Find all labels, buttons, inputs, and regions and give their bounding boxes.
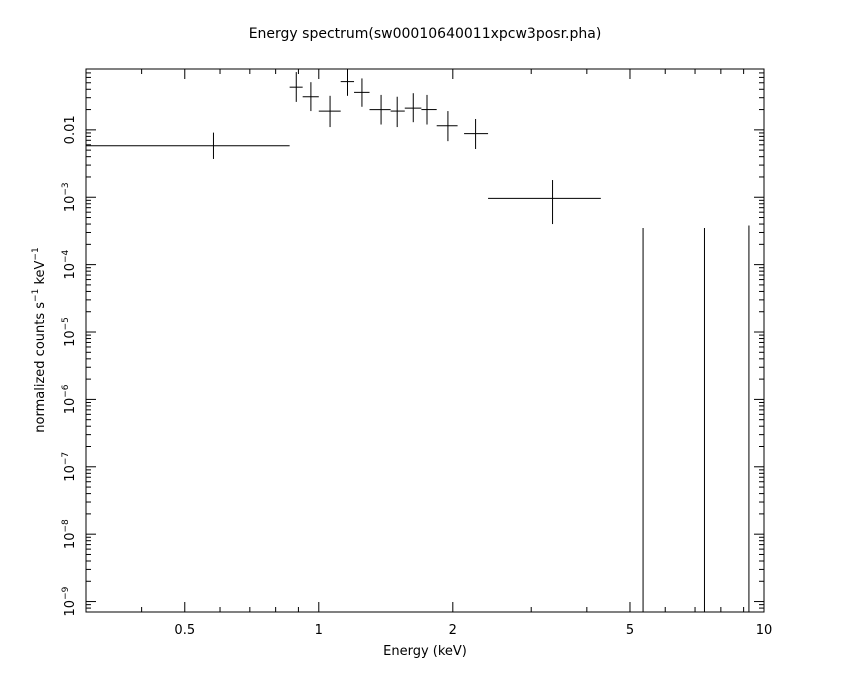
x-tick-label: 10 — [756, 623, 773, 638]
data-point — [488, 180, 601, 225]
plot-frame — [85, 68, 765, 613]
x-axis-label: Energy (keV) — [383, 644, 467, 659]
y-tick-labels: 0.01 10−3 10−4 10−5 10−6 10−7 10−8 10−9 — [61, 115, 78, 616]
axis-ticks — [85, 68, 765, 613]
data-point — [86, 132, 290, 159]
data-point — [318, 95, 341, 128]
y-tick-label: 10−6 — [61, 384, 78, 414]
chart-title: Energy spectrum(sw00010640011xpcw3posr.p… — [249, 26, 602, 42]
data-point — [289, 72, 303, 102]
x-tick-label: 0.5 — [174, 623, 195, 638]
y-tick-label: 10−9 — [61, 586, 78, 616]
x-tick-labels: 0.5 1 2 5 10 — [174, 623, 772, 638]
data-point — [354, 78, 370, 107]
data-point — [436, 111, 458, 142]
y-tick-label: 10−8 — [61, 519, 78, 549]
data-point — [404, 93, 422, 123]
y-axis-label: normalized counts s−1 keV−1 — [31, 247, 48, 432]
data-point — [302, 82, 319, 112]
data-point — [421, 94, 437, 125]
y-tick-label: 0.01 — [63, 115, 78, 144]
data-point — [369, 94, 391, 125]
y-axis-label-main: normalized counts s — [33, 302, 48, 433]
x-tick-label: 5 — [626, 623, 634, 638]
y-tick-label: 10−7 — [61, 452, 78, 482]
data-point — [340, 69, 355, 96]
y-axis-label-mid: keV — [33, 260, 48, 288]
y-axis-label-exp2: −1 — [31, 247, 41, 260]
y-tick-label: 10−3 — [61, 182, 78, 212]
y-tick-label: 10−4 — [61, 249, 78, 279]
data-points — [86, 69, 750, 612]
data-point — [390, 96, 405, 128]
x-tick-label: 2 — [449, 623, 457, 638]
y-tick-label: 10−5 — [61, 317, 78, 347]
x-tick-label: 1 — [315, 623, 323, 638]
y-axis-label-exp1: −1 — [31, 289, 41, 302]
data-point — [464, 118, 489, 149]
